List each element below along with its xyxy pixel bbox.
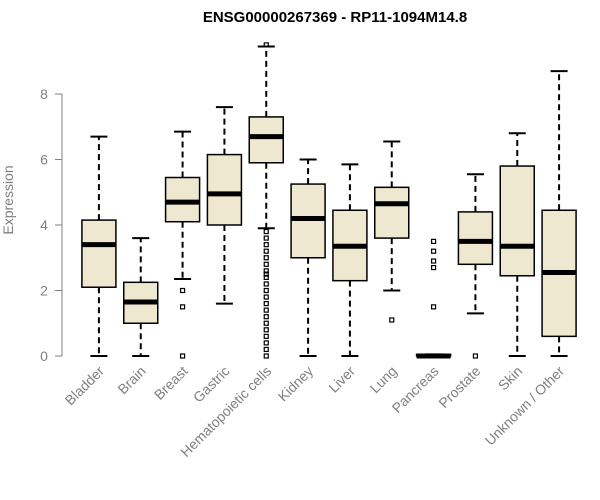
outlier-point <box>263 242 269 248</box>
outlier-point <box>263 307 269 313</box>
box-liver <box>332 163 368 357</box>
box-unknown-other <box>541 70 577 357</box>
x-tick-label: Kidney <box>275 363 317 405</box>
box-iqr <box>206 153 243 226</box>
outlier-point <box>263 327 269 333</box>
outlier-point <box>263 248 269 254</box>
boxes-group <box>81 42 577 359</box>
x-tick-label: Breast <box>151 363 191 403</box>
outlier-point <box>389 317 395 323</box>
y-tick-label: 2 <box>40 283 48 299</box>
outlier-point <box>472 353 479 359</box>
y-tick-label: 6 <box>40 152 48 168</box>
outlier-point <box>263 320 269 326</box>
box-brain <box>123 237 159 357</box>
outlier-point <box>179 287 186 294</box>
outlier-point <box>179 304 186 310</box>
outlier-point <box>179 353 186 359</box>
x-tick-label: Prostate <box>435 363 483 411</box>
outlier-point <box>263 228 269 235</box>
x-tick-label: Brain <box>114 363 148 397</box>
outlier-point <box>430 258 437 264</box>
box-pancreas <box>415 238 452 359</box>
outlier-point <box>430 238 437 244</box>
x-tick-label: Skin <box>495 363 526 394</box>
outlier-point <box>263 340 269 346</box>
y-tick-label: 8 <box>40 86 48 102</box>
outlier-point <box>263 294 269 300</box>
box-iqr <box>457 211 494 266</box>
y-tick-label: 4 <box>40 217 48 233</box>
outlier-point <box>263 271 269 277</box>
box-kidney <box>290 158 326 357</box>
x-tick-label: Liver <box>325 363 358 396</box>
outlier-point <box>430 248 437 254</box>
box-iqr <box>248 116 284 164</box>
outlier-point <box>263 255 269 261</box>
box-gastric <box>206 106 243 305</box>
outlier-point <box>263 268 269 274</box>
x-tick-label: Pancreas <box>389 363 442 416</box>
outlier-point <box>263 281 269 287</box>
outlier-point <box>263 235 269 241</box>
box-skin <box>499 132 535 357</box>
x-tick-label: Bladder <box>62 363 108 409</box>
y-tick-label: 0 <box>40 348 48 364</box>
x-tick-label: Lung <box>367 363 400 396</box>
outlier-point <box>263 314 269 320</box>
box-iqr <box>81 219 117 288</box>
outlier-point <box>263 42 269 48</box>
y-axis-label: Expression <box>0 165 16 234</box>
outlier-point <box>263 261 269 267</box>
outlier-point <box>263 346 269 353</box>
outlier-point <box>430 264 437 271</box>
box-bladder <box>81 135 117 357</box>
box-prostate <box>457 173 494 359</box>
y-axis: 0 2 4 6 8 <box>40 86 63 364</box>
outlier-point <box>263 353 269 359</box>
box-breast <box>164 130 201 359</box>
x-tick-label: Unknown / Other <box>482 363 568 449</box>
box-lung <box>374 140 410 323</box>
box-iqr <box>374 186 410 239</box>
box-hematopoietic-cells <box>248 42 284 359</box>
outlier-point <box>430 304 437 310</box>
box-iqr <box>499 165 535 277</box>
outlier-point <box>263 287 269 294</box>
outlier-point <box>263 333 269 339</box>
outlier-point <box>263 274 269 280</box>
outlier-point <box>263 301 269 307</box>
chart-title: ENSG00000267369 - RP11-1094M14.8 <box>203 9 467 26</box>
